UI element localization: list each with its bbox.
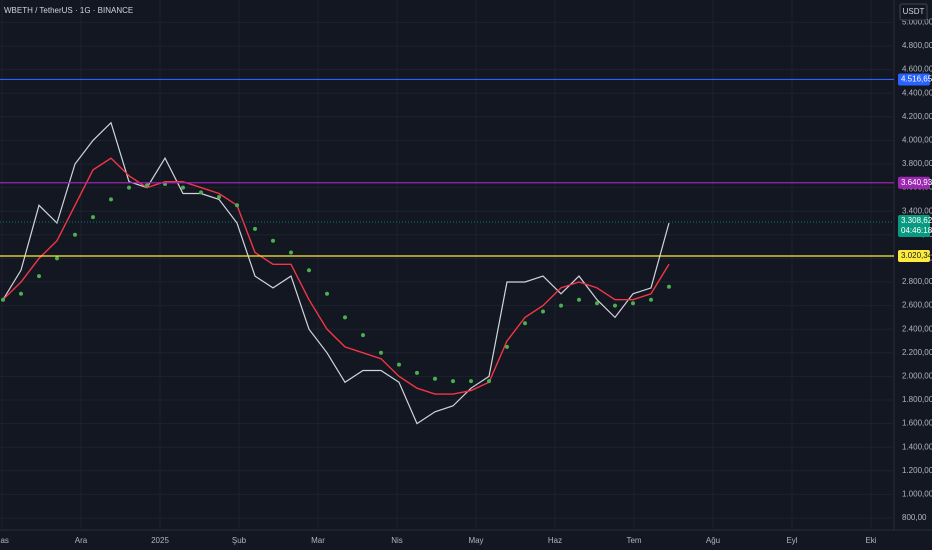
ma-line: [2, 157, 670, 395]
ma-dot: [253, 226, 257, 231]
ma-dot: [73, 232, 77, 237]
grid: [0, 0, 894, 530]
ma-dot: [667, 284, 671, 289]
ma-dot: [451, 379, 455, 384]
y-tick-label: 4.200,00: [902, 112, 932, 121]
ma-dot: [577, 297, 581, 302]
x-tick-label: Haz: [548, 536, 562, 545]
y-tick-label: 1.400,00: [902, 442, 932, 451]
ma-dot: [235, 203, 239, 208]
y-tick-label: 4.600,00: [902, 65, 932, 74]
y-tick-label: 2.800,00: [902, 277, 932, 286]
y-tick-label: 1.600,00: [902, 419, 932, 428]
ma-dot: [397, 362, 401, 367]
ma-dot: [379, 350, 383, 355]
level-tag: [898, 249, 930, 262]
x-tick-label: Eyl: [786, 536, 797, 545]
y-tick-label: 3.400,00: [902, 206, 932, 215]
x-tick-label: Eki: [865, 536, 876, 545]
x-tick-label: May: [468, 536, 483, 545]
ma-dot: [361, 333, 365, 338]
ma-dot: [559, 303, 563, 308]
y-tick-label: 1.800,00: [902, 395, 932, 404]
ma-dot: [415, 370, 419, 375]
plot: [0, 78, 894, 425]
level-label: 3.020,34: [901, 251, 932, 260]
x-tick-label: Kas: [0, 536, 9, 545]
ma-dot: [199, 190, 203, 195]
y-tick-label: 800,00: [902, 513, 927, 522]
ma-dot: [181, 185, 185, 190]
ma-dot: [37, 274, 41, 279]
ma-dot: [433, 376, 437, 381]
y-tick-label: 1.200,00: [902, 466, 932, 475]
level-label: 4.516,65: [901, 75, 932, 84]
y-tick-label: 2.000,00: [902, 371, 932, 380]
x-tick-label: Şub: [232, 536, 247, 545]
countdown-label: 04:46:18: [901, 226, 932, 235]
y-tick-label: 2.600,00: [902, 301, 932, 310]
ma-dot: [19, 291, 23, 296]
x-tick-label: Nis: [391, 536, 403, 545]
ma-dot: [55, 256, 59, 261]
last-price-tag: [898, 214, 930, 237]
last-price-label: 3.308,62: [901, 216, 932, 225]
ma-dot: [469, 379, 473, 384]
ma-dot: [271, 238, 275, 243]
ma-dot: [595, 301, 599, 306]
y-tick-label: 2.400,00: [902, 324, 932, 333]
ma-dot: [541, 309, 545, 314]
y-tick-label: 5.000,00: [902, 18, 932, 27]
level-tag: [898, 73, 930, 86]
ma-dot: [145, 183, 149, 188]
y-tick-label: 3.800,00: [902, 159, 932, 168]
y-tick-label: 4.800,00: [902, 41, 932, 50]
ma-dot: [505, 344, 509, 349]
y-tick-label: 4.000,00: [902, 136, 932, 145]
ma-dot: [91, 215, 95, 220]
y-tick-label: 2.200,00: [902, 348, 932, 357]
ma-dot: [217, 195, 221, 200]
ma-dot: [127, 185, 131, 190]
y-tick-label: 4.400,00: [902, 88, 932, 97]
x-tick-label: Ara: [75, 536, 88, 545]
ma-dot: [343, 315, 347, 320]
level-tag: [898, 176, 930, 189]
chart-title: WBETH / TetherUS · 1G · BINANCE: [4, 6, 133, 15]
ma-dot: [325, 291, 329, 296]
level-label: 3.640,93: [901, 178, 932, 187]
x-tick-label: Ağu: [706, 536, 720, 545]
axes: 800,00 1.000,00 1.200,00 1.400,00 1.600,00 1.…: [0, 18, 932, 546]
currency-button[interactable]: [899, 3, 928, 21]
ma-dot: [649, 297, 653, 302]
x-tick-label: 2025: [151, 536, 169, 545]
ma-dot: [307, 268, 311, 273]
x-tick-label: Tem: [626, 536, 641, 545]
ma-dot: [613, 303, 617, 308]
y-tick-label: 1.000,00: [902, 489, 932, 498]
x-tick-label: Mar: [311, 536, 325, 545]
ma-dot: [289, 250, 293, 255]
ma-dot: [109, 197, 113, 202]
ma-dot: [487, 379, 491, 384]
ma-dot: [631, 301, 635, 306]
currency-label[interactable]: USDT: [903, 7, 925, 16]
ma-dot: [1, 297, 5, 302]
ma-dot: [523, 321, 527, 326]
